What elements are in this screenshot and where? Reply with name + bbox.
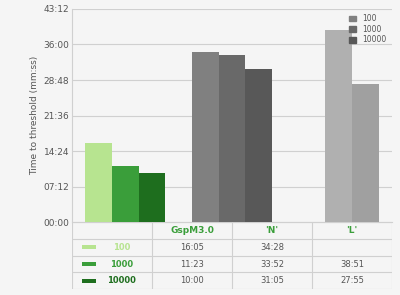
Bar <box>85 143 112 222</box>
Bar <box>325 30 352 222</box>
Text: GspM3.0: GspM3.0 <box>170 226 214 235</box>
Text: 38:51: 38:51 <box>340 260 364 268</box>
Bar <box>245 69 272 222</box>
Bar <box>112 166 139 222</box>
Text: 16:05: 16:05 <box>180 243 204 252</box>
Bar <box>219 55 245 222</box>
Text: 1000: 1000 <box>110 260 133 268</box>
Text: 11:23: 11:23 <box>180 260 204 268</box>
Legend: 100, 1000, 10000: 100, 1000, 10000 <box>347 13 388 46</box>
Text: 'L': 'L' <box>346 226 358 235</box>
FancyBboxPatch shape <box>82 245 96 249</box>
Bar <box>139 173 165 222</box>
Text: 100: 100 <box>113 243 130 252</box>
Bar <box>192 52 219 222</box>
Text: 10000: 10000 <box>107 276 136 285</box>
Text: 10:00: 10:00 <box>180 276 204 285</box>
FancyBboxPatch shape <box>82 262 96 266</box>
Y-axis label: Time to threshold (mm:ss): Time to threshold (mm:ss) <box>30 56 39 175</box>
Text: 'N': 'N' <box>266 226 278 235</box>
Text: 31:05: 31:05 <box>260 276 284 285</box>
FancyBboxPatch shape <box>82 279 96 283</box>
Text: 33:52: 33:52 <box>260 260 284 268</box>
Bar <box>352 84 379 222</box>
Text: 34:28: 34:28 <box>260 243 284 252</box>
Text: 27:55: 27:55 <box>340 276 364 285</box>
